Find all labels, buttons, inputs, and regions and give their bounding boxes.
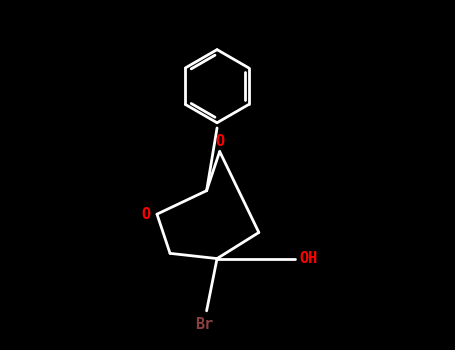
Text: Br: Br <box>195 317 213 332</box>
Text: OH: OH <box>299 251 318 266</box>
Text: O: O <box>142 207 151 222</box>
Text: O: O <box>215 134 224 149</box>
